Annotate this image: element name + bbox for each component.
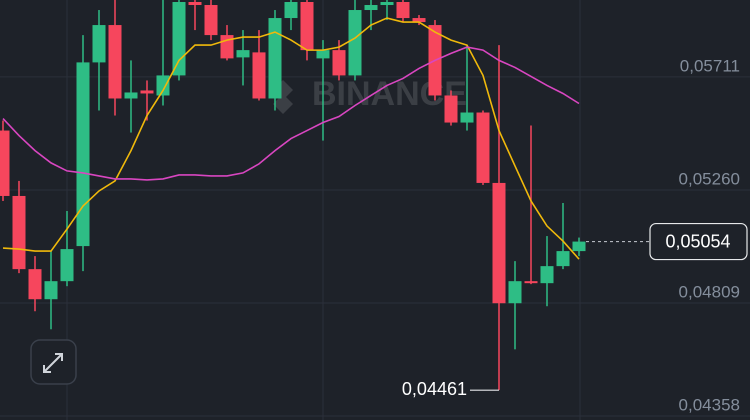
- candle-body: [108, 25, 122, 99]
- candle-body: [28, 269, 42, 300]
- moving-average: [2, 17, 580, 260]
- candle-body: [12, 195, 26, 270]
- candle-body: [92, 25, 106, 63]
- candle-body: [396, 2, 410, 19]
- candle-body: [204, 5, 218, 36]
- candle-body: [0, 130, 10, 196]
- candle-body: [556, 251, 570, 267]
- current-price-box: [649, 222, 748, 261]
- candle-body: [476, 112, 490, 183]
- candle-body: [156, 75, 170, 96]
- expand-button[interactable]: [30, 339, 77, 385]
- candle-body: [316, 50, 330, 59]
- watermark-text: BINANCE: [312, 75, 467, 113]
- y-tick-label: 0,04358: [679, 395, 740, 414]
- candle-body: [60, 249, 74, 282]
- candle-body: [380, 2, 394, 6]
- candle-body: [268, 18, 282, 99]
- grid: 0,05711 0,05260 0,04809 0,04358: [0, 56, 750, 417]
- candle-body: [172, 2, 186, 76]
- y-tick-label: 0,04809: [679, 282, 740, 301]
- y-tick-label: 0,05260: [679, 169, 740, 188]
- low-marker-label: 0,04461: [402, 379, 467, 399]
- candle-body: [76, 62, 90, 247]
- candle-body: [124, 92, 138, 99]
- candle-body: [364, 5, 378, 11]
- candle-body: [252, 52, 266, 99]
- y-tick-label: 0,05711: [680, 56, 740, 75]
- candle-body: [140, 90, 154, 94]
- candle-body: [524, 281, 538, 284]
- current-price-label: 0,05054: [665, 231, 730, 251]
- candle-body: [236, 50, 250, 58]
- candle-body: [460, 112, 474, 123]
- candle-body: [572, 241, 586, 252]
- expand-icon: [43, 353, 63, 373]
- plot: [0, 0, 586, 391]
- candle-body: [300, 2, 314, 51]
- candle-body: [284, 2, 298, 19]
- candle-body: [412, 18, 426, 23]
- overlay: 0,05054 0,04461: [402, 222, 748, 399]
- moving-average: [2, 46, 580, 181]
- candle-body: [492, 182, 506, 304]
- candle-body: [188, 2, 202, 6]
- candle-body: [508, 281, 522, 304]
- candle-body: [44, 281, 58, 300]
- candle-body: [332, 50, 346, 76]
- candle-body: [444, 95, 458, 123]
- candle-body: [540, 266, 554, 284]
- candle-body: [348, 10, 362, 76]
